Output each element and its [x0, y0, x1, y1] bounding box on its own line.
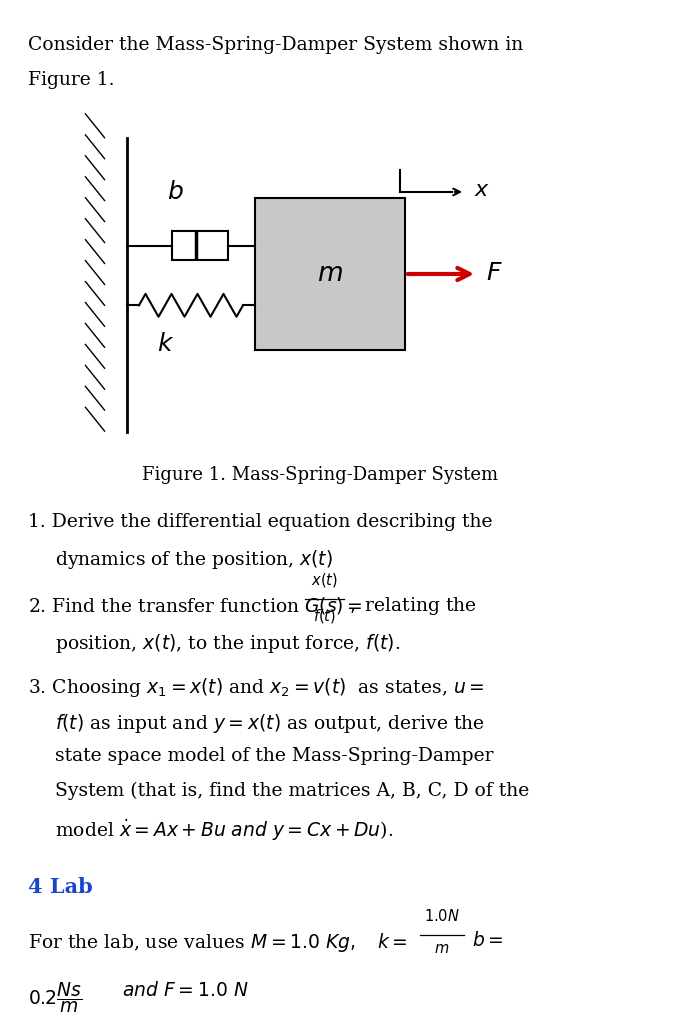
- Text: $k$: $k$: [157, 333, 174, 356]
- Text: $b$: $b$: [167, 181, 184, 204]
- Text: System (that is, find the matrices A, B, C, D of the: System (that is, find the matrices A, B,…: [55, 782, 530, 801]
- Text: $x$: $x$: [474, 179, 490, 201]
- Text: $1.0N$: $1.0N$: [424, 908, 460, 925]
- Text: $f(t)$: $f(t)$: [313, 606, 336, 625]
- Text: 1. Derive the differential equation describing the: 1. Derive the differential equation desc…: [28, 513, 493, 531]
- Text: $x(t)$: $x(t)$: [311, 570, 338, 589]
- Text: $0.2\dfrac{Ns}{m}$: $0.2\dfrac{Ns}{m}$: [28, 981, 83, 1016]
- Text: position, $x(t)$, to the input force, $f(t)$.: position, $x(t)$, to the input force, $f…: [55, 632, 400, 655]
- Text: 3. Choosing $x_1 = x(t)$ and $x_2 = v(t)$  as states, $u =$: 3. Choosing $x_1 = x(t)$ and $x_2 = v(t)…: [28, 676, 484, 699]
- Text: model $\dot{x} = Ax + Bu$ $\mathit{and}$ $y = Cx + Du$).: model $\dot{x} = Ax + Bu$ $\mathit{and}$…: [55, 817, 393, 843]
- Text: $m$: $m$: [317, 261, 343, 287]
- Text: $b =$: $b =$: [472, 931, 503, 950]
- Bar: [172, 231, 228, 260]
- Text: dynamics of the position, $x(t)$: dynamics of the position, $x(t)$: [55, 549, 332, 571]
- Text: Consider the Mass-Spring-Damper System shown in: Consider the Mass-Spring-Damper System s…: [28, 36, 523, 54]
- Text: 2. Find the transfer function $G(s) = $: 2. Find the transfer function $G(s) = $: [28, 595, 363, 615]
- Text: Figure 1.: Figure 1.: [28, 71, 115, 89]
- Text: $m$: $m$: [434, 942, 450, 956]
- Text: state space model of the Mass-Spring-Damper: state space model of the Mass-Spring-Dam…: [55, 746, 493, 765]
- Text: For the lab, use values $M = 1.0\ Kg,\quad k = $: For the lab, use values $M = 1.0\ Kg,\qu…: [28, 931, 407, 954]
- Text: $f(t)$ as input and $y = x(t)$ as output, derive the: $f(t)$ as input and $y = x(t)$ as output…: [55, 712, 485, 734]
- Text: $F$: $F$: [486, 262, 502, 286]
- Bar: [255, 198, 405, 350]
- Text: $,$ relating the: $,$ relating the: [348, 595, 477, 616]
- Text: $\mathit{and}\ F = 1.0\ N$: $\mathit{and}\ F = 1.0\ N$: [122, 981, 248, 999]
- Text: Figure 1. Mass-Spring-Damper System: Figure 1. Mass-Spring-Damper System: [142, 467, 498, 484]
- Text: 4 Lab: 4 Lab: [28, 878, 93, 897]
